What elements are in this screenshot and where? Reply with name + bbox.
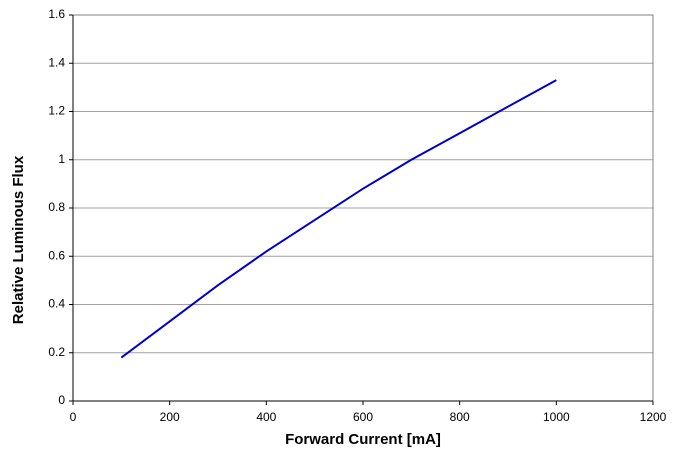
y-axis-title: Relative Luminous Flux <box>10 155 27 324</box>
y-tick-label: 0.4 <box>48 297 65 311</box>
x-tick-label: 0 <box>70 410 77 424</box>
x-tick-label: 800 <box>450 410 470 424</box>
y-tick-label: 1 <box>58 152 65 166</box>
y-tick-label: 1.4 <box>48 55 65 69</box>
y-tick-label: 0.8 <box>48 200 65 214</box>
y-tick-label: 0.6 <box>48 248 65 262</box>
data-line <box>120 79 557 359</box>
x-tick-label: 400 <box>256 410 276 424</box>
y-tick-label: 1.6 <box>48 7 65 21</box>
x-tick-label: 200 <box>160 410 180 424</box>
y-tick-label: 0.2 <box>48 345 65 359</box>
x-axis-title: Forward Current [mA] <box>285 431 441 448</box>
x-tick-label: 1200 <box>640 410 667 424</box>
x-tick-label: 600 <box>353 410 373 424</box>
y-tick-label: 0 <box>58 393 65 407</box>
x-tick-label: 1000 <box>543 410 570 424</box>
y-tick-label: 1.2 <box>48 104 65 118</box>
